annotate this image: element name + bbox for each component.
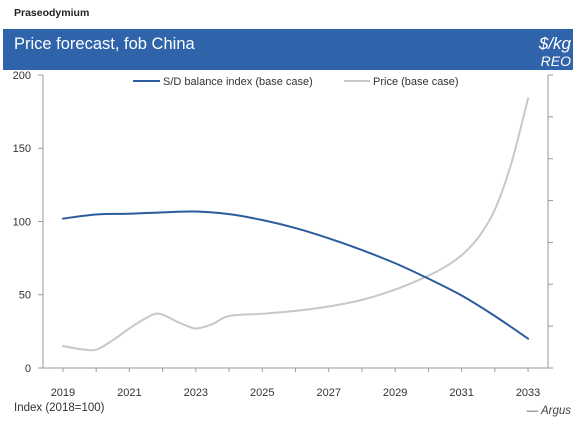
- legend-label: Price (base case): [373, 76, 459, 88]
- price-line: [61, 97, 530, 352]
- legend-item-price: Price (base case): [344, 76, 459, 88]
- legend-item-sd-balance-index: S/D balance index (base case): [133, 76, 313, 88]
- chart-title: Price forecast, fob China: [14, 35, 195, 53]
- x-tick-label: 2021: [117, 387, 141, 399]
- x-tick-label: 2033: [516, 387, 540, 399]
- x-tick-label: 2023: [184, 387, 208, 399]
- y-tick-label: 50: [19, 290, 31, 302]
- sd-balance-index-line: [61, 210, 530, 340]
- x-tick-label: 2025: [250, 387, 274, 399]
- y-tick-label: 0: [25, 363, 31, 375]
- y-tick-label: 150: [13, 143, 31, 155]
- source-credit: — Argus: [526, 405, 571, 417]
- x-tick-label: 2029: [383, 387, 407, 399]
- x-tick-label: 2027: [316, 387, 340, 399]
- y-tick-label: 100: [13, 216, 31, 228]
- index-note: Index (2018=100): [14, 402, 105, 414]
- legend-label: S/D balance index (base case): [163, 76, 313, 88]
- header-bar: Price forecast, fob China $/kg REO: [3, 29, 573, 70]
- chart-supertitle: Praseodymium: [14, 7, 90, 19]
- y-tick-label: 200: [13, 70, 31, 82]
- x-tick-label: 2031: [449, 387, 473, 399]
- x-tick-label: 2019: [51, 387, 75, 399]
- right-axis-unit-label: $/kg: [538, 34, 571, 53]
- right-axis-unit-sublabel: REO: [540, 53, 571, 69]
